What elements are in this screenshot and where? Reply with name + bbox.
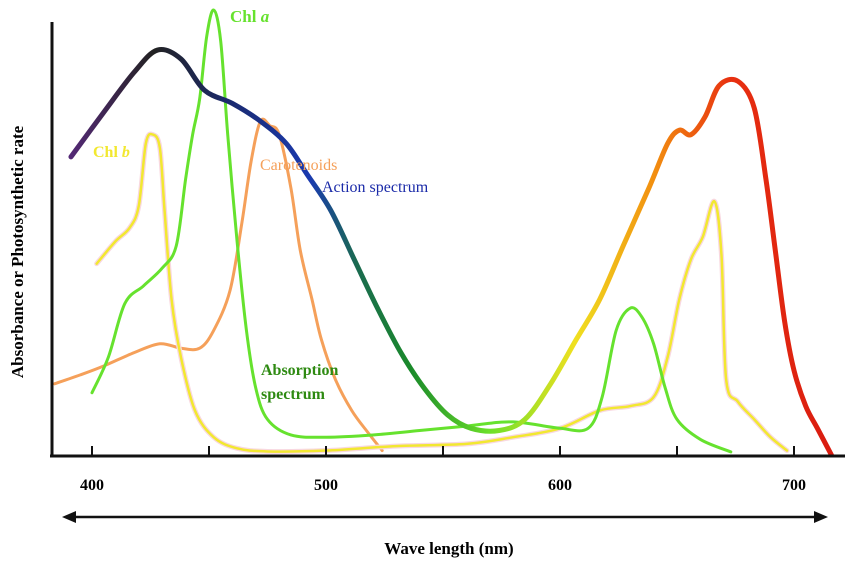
label-absorption-line2: spectrum [261, 386, 326, 403]
label-action-spectrum: Action spectrum [322, 179, 429, 196]
label-chl-a: Chl a [230, 7, 270, 26]
series-action-spectrum [68, 47, 834, 458]
label-carotenoids: Carotenoids [260, 157, 337, 174]
series-carotenoids [53, 117, 384, 453]
x-tick-labels: 400 500 600 700 [80, 477, 806, 494]
x-ticks [91, 446, 795, 456]
x-tick-label: 400 [80, 477, 104, 494]
label-chl-b: Chl b [93, 144, 130, 161]
y-axis-label: Absorbance or Photosynthetic rate [8, 125, 27, 378]
label-absorption-line1: Absorption [261, 362, 338, 379]
x-axis-label: Wave length (nm) [384, 539, 513, 558]
series-chl-a [90, 8, 733, 454]
arrow-left-icon [62, 511, 76, 523]
curves-layer [53, 8, 834, 458]
x-tick-label: 500 [314, 477, 338, 494]
x-tick-label: 600 [548, 477, 572, 494]
series-chl-b-core [95, 132, 789, 453]
arrow-right-icon [814, 511, 828, 523]
series-chl-b [94, 131, 790, 455]
x-tick-label: 700 [782, 477, 806, 494]
